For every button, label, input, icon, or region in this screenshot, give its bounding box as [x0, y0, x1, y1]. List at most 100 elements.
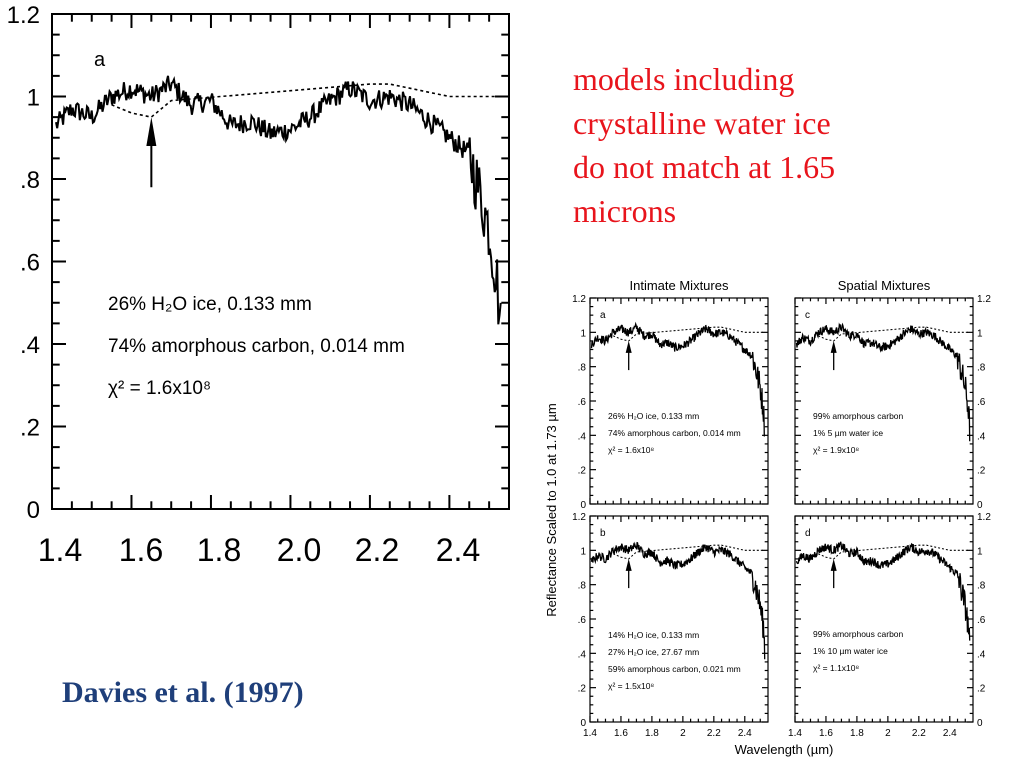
y-tick-label-right: .4: [977, 649, 986, 660]
y-tick-label: .2: [578, 466, 587, 477]
mixture-annotation: 74% amorphous carbon, 0.014 mm: [608, 428, 741, 438]
y-tick-label: .8: [20, 167, 40, 194]
mixture-annotation: 1% 10 µm water ice: [813, 646, 888, 656]
caption-line: crystalline water ice: [573, 105, 831, 141]
mixture-annotation: 26% H₂O ice, 0.133 mm: [108, 294, 312, 315]
group-title-spatial: Spatial Mixtures: [838, 278, 931, 293]
y-tick-label: 1.2: [7, 2, 40, 29]
x-tick-label: 2.0: [277, 532, 321, 568]
x-tick-label: 1.8: [850, 728, 864, 739]
mixture-annotation: χ² = 1.6x10⁸: [608, 445, 655, 455]
panel-label: a: [94, 49, 106, 71]
y-tick-label: .6: [578, 397, 587, 408]
caption-line: microns: [573, 193, 677, 229]
mixture-annotation: χ² = 1.1x10⁸: [813, 663, 860, 673]
mixture-annotation: 14% H₂O ice, 0.133 mm: [608, 630, 699, 640]
x-axis-label: Wavelength (µm): [735, 742, 834, 757]
x-tick-label: 1.4: [583, 728, 597, 739]
x-tick-label: 2.4: [943, 728, 957, 739]
mixture-annotation: 99% amorphous carbon: [813, 629, 904, 639]
mixture-annotation: χ² = 1.9x10⁸: [813, 445, 860, 455]
y-tick-label-right: 0: [977, 718, 983, 729]
x-tick-label: 1.6: [119, 532, 163, 568]
mixture-annotation: 1% 5 µm water ice: [813, 428, 883, 438]
x-tick-label: 2: [680, 728, 686, 739]
arrow-head: [625, 558, 632, 571]
mixture-annotation: 27% H₂O ice, 27.67 mm: [608, 647, 699, 657]
mixture-annotation: 59% amorphous carbon, 0.021 mm: [608, 664, 741, 674]
y-tick-label: 1: [580, 546, 586, 557]
mixture-annotation: 74% amorphous carbon, 0.014 mm: [108, 336, 405, 357]
y-tick-label-right: 0: [977, 500, 983, 511]
spectrum-solid-line: [795, 322, 971, 442]
y-tick-label-right: .8: [977, 581, 986, 592]
spectrum-solid-line: [55, 75, 502, 325]
arrow-head: [625, 340, 632, 353]
plot-frame: [794, 297, 974, 505]
x-tick-label: 1.8: [197, 532, 241, 568]
mixture-annotation: χ² = 1.5x10⁸: [608, 681, 655, 691]
y-tick-label: 0: [27, 497, 40, 524]
arrow-head: [830, 340, 837, 353]
slide-caption: models including crystalline water ice d…: [573, 57, 933, 233]
panel-label: b: [600, 528, 606, 539]
mixture-annotation: 26% H₂O ice, 0.133 mm: [608, 411, 699, 421]
y-tick-label-right: .6: [977, 615, 986, 626]
y-tick-label-right: .6: [977, 397, 986, 408]
y-tick-label: 1: [27, 85, 40, 112]
citation: Davies et al. (1997): [62, 676, 304, 709]
x-tick-label: 1.4: [788, 728, 802, 739]
y-tick-label: 1: [580, 328, 586, 339]
y-tick-label: .4: [578, 431, 587, 442]
y-tick-label: 0: [580, 500, 586, 511]
plot-frame: [51, 13, 510, 510]
model-dotted-line: [612, 544, 765, 560]
spectrum-solid-line: [590, 541, 766, 660]
group-title-intimate: Intimate Mixtures: [630, 278, 729, 293]
x-tick-label: 1.6: [819, 728, 833, 739]
x-tick-label: 2: [885, 728, 891, 739]
x-tick-label: 2.2: [355, 532, 399, 568]
model-dotted-line: [612, 326, 765, 342]
x-tick-label: 1.8: [645, 728, 659, 739]
y-tick-label: .8: [578, 363, 587, 374]
x-tick-label: 2.2: [912, 728, 926, 739]
model-dotted-line: [817, 326, 970, 342]
caption-line: models including: [573, 61, 795, 97]
x-tick-label: 2.4: [738, 728, 752, 739]
y-tick-label: 1.2: [572, 512, 586, 523]
y-tick-label-right: 1.2: [977, 294, 991, 305]
panel-label: a: [600, 310, 606, 321]
y-tick-label-right: .4: [977, 431, 986, 442]
y-tick-label: .4: [20, 332, 40, 359]
y-tick-label: 0: [580, 718, 586, 729]
x-tick-label: 1.6: [614, 728, 628, 739]
y-tick-label: 1.2: [572, 294, 586, 305]
panel-label: d: [805, 528, 811, 539]
y-tick-label-right: .8: [977, 363, 986, 374]
y-tick-label: .2: [578, 684, 587, 695]
y-tick-label: .8: [578, 581, 587, 592]
y-tick-label: .6: [20, 250, 40, 277]
arrow-head: [146, 117, 157, 146]
y-tick-label-right: 1.2: [977, 512, 991, 523]
y-axis-label: Reflectance Scaled to 1.0 at 1.73 µm: [544, 403, 559, 616]
arrow-head: [830, 558, 837, 571]
x-tick-label: 2.4: [436, 532, 480, 568]
y-tick-label-right: 1: [977, 328, 983, 339]
caption-line: do not match at 1.65: [573, 149, 836, 185]
y-tick-label: .6: [578, 615, 587, 626]
x-tick-label: 1.4: [38, 532, 82, 568]
panel-label: c: [805, 310, 810, 321]
y-tick-label: .2: [20, 415, 40, 442]
y-tick-label: .4: [578, 649, 587, 660]
model-dotted-line: [817, 544, 970, 560]
spectrum-solid-line: [795, 541, 971, 641]
mixture-annotation: 99% amorphous carbon: [813, 411, 904, 421]
model-dotted-line: [111, 83, 502, 118]
y-tick-label-right: .2: [977, 466, 986, 477]
y-tick-label-right: .2: [977, 684, 986, 695]
x-tick-label: 2.2: [707, 728, 721, 739]
y-tick-label-right: 1: [977, 546, 983, 557]
